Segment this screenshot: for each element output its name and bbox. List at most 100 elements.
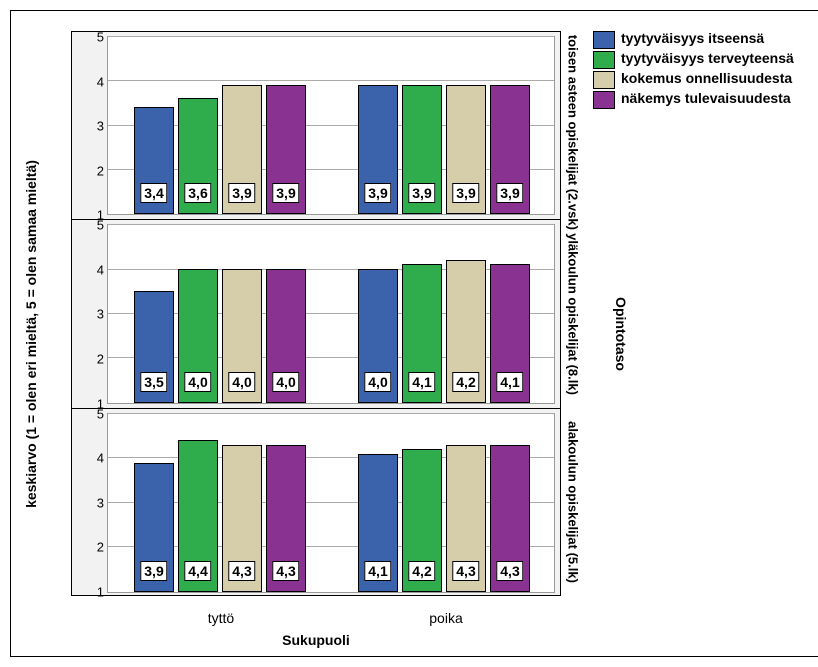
legend-item: tyytyväisyys terveyteensä	[593, 51, 813, 69]
bar: 4,4	[178, 440, 218, 592]
y-tick: 5	[72, 30, 104, 45]
x-tick-1: poika	[429, 610, 462, 626]
y-tick: 5	[72, 218, 104, 233]
bar: 3,5	[134, 291, 174, 402]
bar-value-label: 4,2	[408, 561, 435, 581]
bar: 3,9	[402, 85, 442, 214]
x-axis-label: Sukupuoli	[71, 632, 561, 648]
bar: 4,1	[402, 264, 442, 402]
right-axis-label: Opintotaso	[613, 297, 629, 371]
bar-value-label: 3,9	[140, 561, 167, 581]
bar-value-label: 3,5	[140, 372, 167, 392]
bar-value-label: 3,9	[452, 183, 479, 203]
plot-area: 3,4 3,6 3,9 3,9 3,9 3,9 3,9 3,9	[107, 36, 555, 215]
bar-value-label: 4,0	[184, 372, 211, 392]
bar-value-label: 4,0	[228, 372, 255, 392]
bar: 4,0	[178, 269, 218, 403]
bar-group: 4,0 4,1 4,2 4,1	[358, 260, 530, 403]
bar: 4,3	[222, 445, 262, 592]
legend-label: tyytyväisyys itseensä	[621, 31, 764, 46]
plot-area: 3,5 4,0 4,0 4,0 4,0 4,1 4,2 4,1	[107, 224, 555, 403]
bar: 3,4	[134, 107, 174, 214]
bar-group: 3,5 4,0 4,0 4,0	[134, 269, 306, 403]
bar-group: 4,1 4,2 4,3 4,3	[358, 445, 530, 592]
panel-label: yläkoulun opiskelijat (8.lk)	[566, 223, 581, 403]
panel-label: toisen asteen opiskelijat (2.vsk)	[566, 35, 581, 215]
bar: 3,9	[134, 463, 174, 592]
bar-value-label: 4,1	[408, 372, 435, 392]
bar: 4,3	[490, 445, 530, 592]
bar: 3,9	[446, 85, 486, 214]
bar-value-label: 4,1	[496, 372, 523, 392]
y-tick: 3	[72, 495, 104, 510]
y-tick: 2	[72, 540, 104, 555]
bar: 4,0	[266, 269, 306, 403]
y-tick: 2	[72, 163, 104, 178]
bar: 4,0	[222, 269, 262, 403]
y-tick: 2	[72, 352, 104, 367]
bar-value-label: 4,1	[364, 561, 391, 581]
legend-label: näkemys tulevaisuudesta	[621, 91, 791, 106]
bar-value-label: 3,9	[228, 183, 255, 203]
bar: 3,9	[490, 85, 530, 214]
bar: 4,1	[490, 264, 530, 402]
bar: 4,3	[446, 445, 486, 592]
bar: 4,0	[358, 269, 398, 403]
y-axis-label: keskiarvo (1 = olen eri mieltä, 5 = olen…	[23, 160, 39, 508]
panel-0: 123453,43,63,93,93,93,93,93,9	[72, 32, 560, 220]
y-tick: 4	[72, 451, 104, 466]
legend-item: tyytyväisyys itseensä	[593, 31, 813, 49]
legend-item: kokemus onnellisuudesta	[593, 71, 813, 89]
chart-container: keskiarvo (1 = olen eri mieltä, 5 = olen…	[10, 10, 818, 657]
legend-item: näkemys tulevaisuudesta	[593, 91, 813, 109]
chart-area: 123453,43,63,93,93,93,93,93,9123453,54,0…	[71, 31, 561, 596]
legend-label: tyytyväisyys terveyteensä	[621, 51, 794, 66]
bar-value-label: 4,3	[228, 561, 255, 581]
bar-value-label: 3,9	[364, 183, 391, 203]
bar: 4,2	[402, 449, 442, 592]
y-tick: 3	[72, 119, 104, 134]
bar-value-label: 3,4	[140, 183, 167, 203]
y-tick: 4	[72, 74, 104, 89]
bar-value-label: 4,3	[452, 561, 479, 581]
gridline	[108, 36, 554, 37]
legend-swatch	[593, 91, 615, 109]
legend-swatch	[593, 51, 615, 69]
bar-group: 3,9 3,9 3,9 3,9	[358, 85, 530, 214]
bar-value-label: 4,3	[496, 561, 523, 581]
bar: 3,6	[178, 98, 218, 214]
bar-group: 3,4 3,6 3,9 3,9	[134, 85, 306, 214]
bar-group: 3,9 4,4 4,3 4,3	[134, 440, 306, 592]
panel-label: alakoulun opiskelijat (5.lk)	[566, 412, 581, 592]
bar-value-label: 3,6	[184, 183, 211, 203]
bar-value-label: 3,9	[408, 183, 435, 203]
bar-value-label: 4,2	[452, 372, 479, 392]
bar: 4,2	[446, 260, 486, 403]
bar-value-label: 4,0	[272, 372, 299, 392]
bar: 4,1	[358, 454, 398, 592]
y-tick: 4	[72, 262, 104, 277]
y-tick: 5	[72, 406, 104, 421]
y-tick: 3	[72, 307, 104, 322]
legend-swatch	[593, 31, 615, 49]
plot-area: 3,9 4,4 4,3 4,3 4,1 4,2 4,3 4,3	[107, 413, 555, 593]
y-tick: 1	[72, 584, 104, 599]
bar: 3,9	[222, 85, 262, 214]
panel-2: 1 2 3 4 5 3,9 4,4 4,3 4,3 4,1 4,2 4,3 4,3	[72, 409, 560, 597]
legend: tyytyväisyys itseensä tyytyväisyys tervey…	[593, 31, 813, 111]
legend-label: kokemus onnellisuudesta	[621, 71, 792, 86]
bar: 3,9	[358, 85, 398, 214]
x-tick-0: tyttö	[208, 610, 234, 626]
bar: 3,9	[266, 85, 306, 214]
panel-1: 123453,54,04,04,04,04,14,24,1	[72, 220, 560, 408]
bar-value-label: 4,4	[184, 561, 211, 581]
gridline	[108, 80, 554, 81]
gridline	[108, 413, 554, 414]
bar: 4,3	[266, 445, 306, 592]
bar-value-label: 3,9	[272, 183, 299, 203]
gridline	[108, 224, 554, 225]
bar-value-label: 4,3	[272, 561, 299, 581]
legend-swatch	[593, 71, 615, 89]
bar-value-label: 4,0	[364, 372, 391, 392]
bar-value-label: 3,9	[496, 183, 523, 203]
